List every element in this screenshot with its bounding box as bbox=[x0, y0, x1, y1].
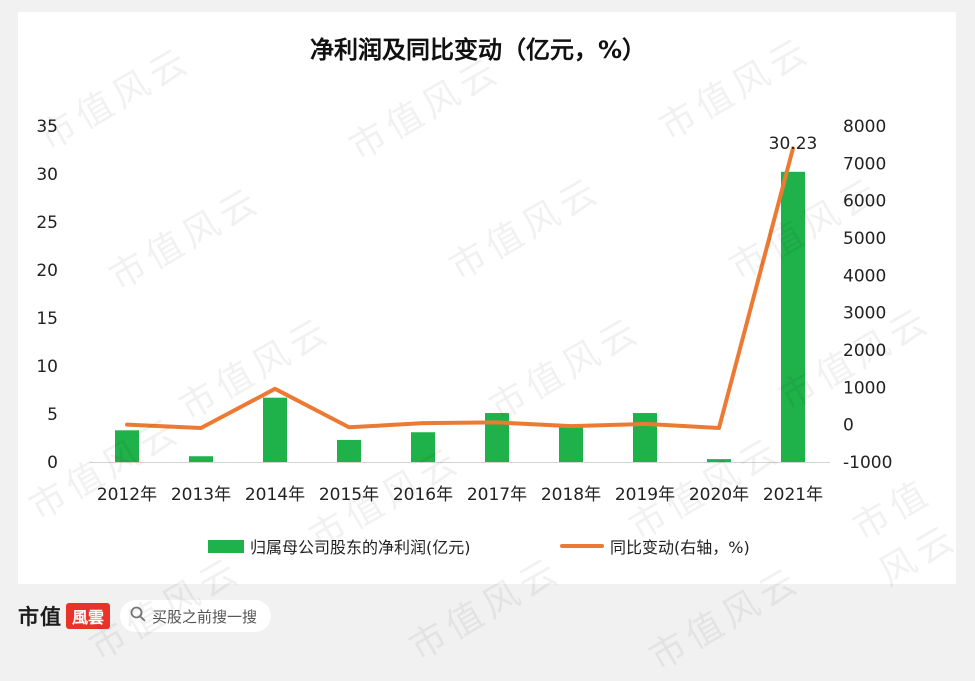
legend-line-swatch bbox=[560, 544, 604, 548]
x-tick-label: 2013年 bbox=[171, 485, 231, 505]
brand-badge: 風雲 bbox=[66, 603, 111, 629]
footer: 市值 風雲 买股之前搜一搜 bbox=[18, 598, 272, 634]
legend-item-bar: 归属母公司股东的净利润(亿元) bbox=[208, 534, 471, 558]
x-tick-label: 2012年 bbox=[97, 485, 157, 505]
y-left-tick-label: 30 bbox=[36, 165, 58, 185]
bar bbox=[263, 397, 287, 462]
bar bbox=[559, 425, 583, 462]
legend-bar-swatch bbox=[208, 539, 244, 553]
bar bbox=[337, 439, 361, 462]
x-tick-label: 2020年 bbox=[689, 485, 749, 505]
x-tick-label: 2014年 bbox=[245, 485, 305, 505]
y-left-tick-label: 5 bbox=[47, 405, 58, 425]
bar bbox=[781, 171, 805, 463]
legend-line-label: 同比变动(右轴，%) bbox=[610, 538, 750, 557]
y-right-tick-label: 8000 bbox=[843, 117, 886, 137]
x-tick-label: 2016年 bbox=[393, 485, 453, 505]
brand-logo: 市值 bbox=[18, 604, 62, 629]
series-line bbox=[125, 146, 795, 431]
y-right-tick-label: 3000 bbox=[843, 304, 886, 324]
y-left-tick-label: 20 bbox=[36, 261, 58, 281]
y-left-tick-label: 0 bbox=[47, 453, 58, 473]
search-icon bbox=[130, 606, 146, 626]
x-tick-label: 2015年 bbox=[319, 485, 379, 505]
y-left-tick-label: 15 bbox=[36, 309, 58, 329]
y-right-tick-label: 0 bbox=[843, 416, 854, 436]
chart-plot: 0 5 10 15 20 25 30 35 -1000 0 1000 2000 3000 4000 5000… bbox=[36, 117, 892, 505]
chart-legend: 归属母公司股东的净利润(亿元) 同比变动(右轴，%) bbox=[0, 534, 975, 558]
search-placeholder: 买股之前搜一搜 bbox=[152, 607, 258, 626]
y-left-tick-label: 25 bbox=[36, 213, 58, 233]
data-label: 30.23 bbox=[769, 134, 818, 154]
x-tick-label: 2018年 bbox=[541, 485, 601, 505]
y-right-tick-label: 4000 bbox=[843, 266, 886, 286]
bar bbox=[189, 456, 213, 462]
chart-title: 净利润及同比变动（亿元，%） bbox=[309, 36, 647, 64]
bar bbox=[115, 430, 139, 462]
search-box[interactable]: 买股之前搜一搜 bbox=[120, 600, 272, 632]
x-tick-label: 2021年 bbox=[763, 485, 823, 505]
y-right-tick-label: 5000 bbox=[843, 229, 886, 249]
bar bbox=[707, 459, 731, 462]
legend-item-line: 同比变动(右轴，%) bbox=[560, 534, 750, 558]
bar bbox=[411, 432, 435, 462]
y-left-tick-label: 10 bbox=[36, 357, 58, 377]
x-tick-label: 2017年 bbox=[467, 485, 527, 505]
y-right-tick-label: 1000 bbox=[843, 378, 886, 398]
y-right-tick-label: 7000 bbox=[843, 154, 886, 174]
bar bbox=[485, 413, 509, 462]
y-right-tick-label: 2000 bbox=[843, 341, 886, 361]
x-tick-label: 2019年 bbox=[615, 485, 675, 505]
bar bbox=[633, 413, 657, 462]
legend-bar-label: 归属母公司股东的净利润(亿元) bbox=[250, 538, 471, 557]
y-right-tick-label: 6000 bbox=[843, 192, 886, 212]
y-right-tick-label: -1000 bbox=[843, 453, 892, 473]
y-left-tick-label: 35 bbox=[36, 117, 58, 137]
